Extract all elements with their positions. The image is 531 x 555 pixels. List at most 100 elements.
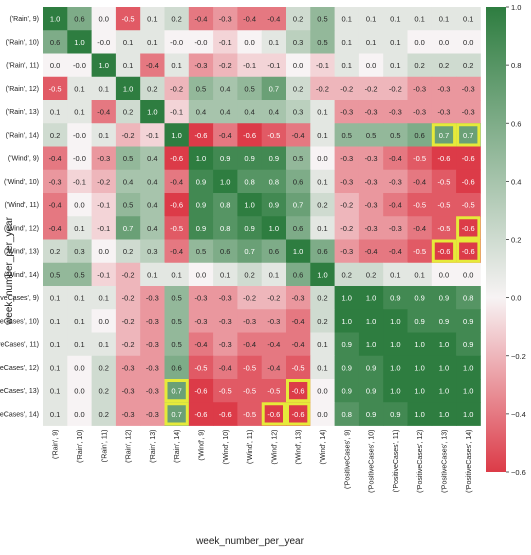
heatmap-cell-value: -0.5 <box>413 154 426 163</box>
heatmap-cell <box>67 169 92 194</box>
heatmap-cell-value: 0.9 <box>342 363 352 372</box>
heatmap-cell <box>43 402 68 426</box>
heatmap-cell-value: -0.3 <box>437 84 450 93</box>
heatmap-cell-value: 1.0 <box>390 363 400 372</box>
heatmap-cell-value: -0.5 <box>292 363 305 372</box>
heatmap-cell <box>407 379 433 403</box>
heatmap-cell-value: 0.5 <box>50 270 60 279</box>
heatmap-cell <box>431 309 457 333</box>
heatmap-cell <box>164 286 190 310</box>
heatmap-cell <box>91 402 117 426</box>
heatmap-cell <box>383 286 408 310</box>
heatmap-cell <box>456 76 481 101</box>
heatmap-cell-value: 0.1 <box>269 38 279 47</box>
heatmap-cell <box>91 332 117 357</box>
highlight-box <box>456 239 481 263</box>
heatmap-cell <box>456 169 481 194</box>
heatmap-cell-value: -0.2 <box>122 340 135 349</box>
heatmap-cell <box>334 332 360 357</box>
heatmap-cell <box>456 355 481 380</box>
heatmap-cell <box>261 7 287 31</box>
heatmap-cell <box>407 76 433 101</box>
row-tick-label: ('Rain', 11) <box>6 63 39 70</box>
heatmap-cell-value: 1.0 <box>99 61 109 70</box>
row-tick-label: ('Rain', 14) <box>6 132 39 139</box>
heatmap-cell-value: -0.2 <box>122 131 135 140</box>
heatmap-cell-value: 0.2 <box>317 201 327 210</box>
heatmap-cell <box>237 30 263 54</box>
heatmap-cell <box>140 146 165 171</box>
heatmap-cell-value: -0.3 <box>97 154 110 163</box>
heatmap-cell <box>310 53 335 78</box>
heatmap-cell <box>188 262 214 287</box>
highlight-box <box>431 123 457 147</box>
heatmap-cell <box>67 53 92 78</box>
heatmap-cell-value: 0.6 <box>50 38 60 47</box>
row-tick-label: ('PositiveCases', 11) <box>0 342 39 349</box>
column-tick-label: ('Wind', 13) <box>296 430 303 465</box>
heatmap-cell <box>164 402 190 426</box>
heatmap-cell <box>310 309 335 333</box>
heatmap-cell <box>237 402 263 426</box>
colorbar-tick-label: 1.0 <box>511 3 521 12</box>
heatmap-cell <box>383 262 408 287</box>
heatmap-cell-value: 0.1 <box>74 108 84 117</box>
colorbar-tick-label: −0.2 <box>511 352 526 361</box>
heatmap-cell <box>237 169 263 194</box>
heatmap-cell <box>67 355 92 380</box>
heatmap-cell-value: 0.7 <box>269 84 279 93</box>
heatmap-cell-value: 0.0 <box>99 317 109 326</box>
heatmap-cell <box>334 216 360 240</box>
heatmap-cell <box>43 286 68 310</box>
heatmap-cell-value: 1.0 <box>366 340 376 349</box>
heatmap-cell-value: 0.1 <box>99 84 109 93</box>
heatmap-cell <box>286 309 311 333</box>
heatmap-cell <box>164 332 190 357</box>
highlight-box <box>164 379 189 403</box>
heatmap-cell-value: 0.1 <box>390 15 400 24</box>
heatmap-cell <box>67 262 92 287</box>
row-tick-label: ('Wind', 14) <box>4 272 39 279</box>
heatmap-cell-value: 0.5 <box>293 154 303 163</box>
heatmap-cell-value: 1.0 <box>390 387 400 396</box>
column-tick-label: ('Wind', 10) <box>223 430 230 465</box>
heatmap-cell-value: -0.5 <box>49 84 62 93</box>
column-tick-label: ('Rain', 12) <box>126 430 133 463</box>
heatmap-cell-value: 0.2 <box>99 363 109 372</box>
heatmap-cell <box>115 286 141 310</box>
highlight-box <box>456 123 481 147</box>
heatmap-cell <box>115 309 141 333</box>
heatmap-cell <box>91 30 117 54</box>
heatmap-cell <box>261 262 287 287</box>
heatmap-cell-value: -0.1 <box>170 108 183 117</box>
heatmap-cell <box>140 379 165 403</box>
heatmap-cell-value: -0.4 <box>219 363 232 372</box>
heatmap-cell-value: -0.1 <box>73 177 86 186</box>
heatmap-cell-value: 0.0 <box>99 15 109 24</box>
heatmap-cell <box>261 355 287 380</box>
heatmap-cell-value: 0.0 <box>196 270 206 279</box>
heatmap-cell-value: -0.1 <box>219 38 232 47</box>
heatmap-cell <box>91 7 117 31</box>
colorbar-tick-label: 0.2 <box>511 236 521 245</box>
heatmap-cell <box>286 7 311 31</box>
heatmap-cell-value: 0.9 <box>390 410 400 419</box>
heatmap-cell <box>383 76 408 101</box>
heatmap-cell <box>431 7 457 31</box>
heatmap-cell-value: -0.5 <box>267 131 280 140</box>
row-tick-label: ('Wind', 10) <box>4 179 39 186</box>
heatmap-cell-value: 0.5 <box>366 131 376 140</box>
heatmap-cell-value: 0.9 <box>463 317 473 326</box>
heatmap-cell <box>431 216 457 240</box>
heatmap-cells: 1.0 0.6 0.0 -0.5 0.1 0.2 -0.4 -0.3 -0.4 -0.4 0.2 0.… <box>43 7 481 426</box>
column-tick-label: ('Rain', 13) <box>150 430 157 463</box>
heatmap-cell-value: -0.4 <box>389 201 402 210</box>
colorbar <box>486 7 506 472</box>
heatmap-cell-value: 0.9 <box>220 154 230 163</box>
heatmap-cell-value: -0.3 <box>267 317 280 326</box>
heatmap-cell <box>383 239 408 264</box>
heatmap-cell <box>115 53 141 78</box>
heatmap-cell <box>91 239 117 264</box>
heatmap-cell-value: -0.3 <box>146 387 159 396</box>
